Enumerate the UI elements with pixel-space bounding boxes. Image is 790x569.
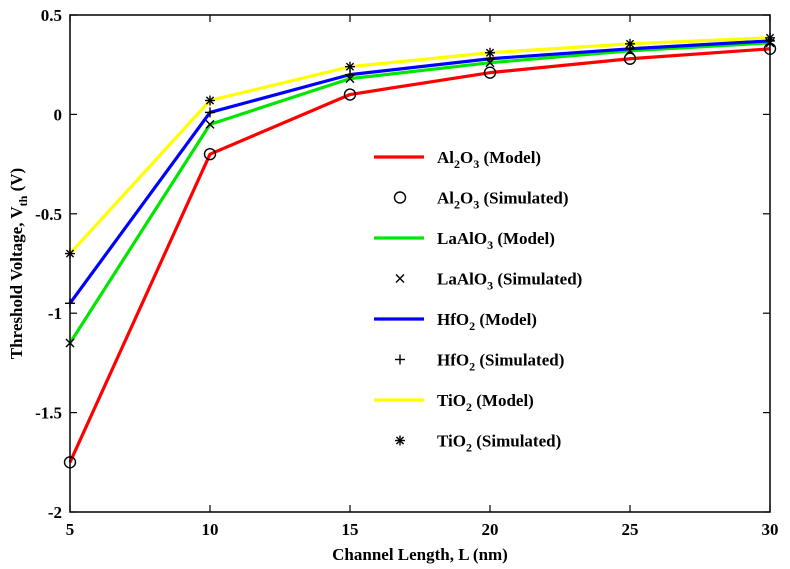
x-tick-label: 25 xyxy=(622,520,639,539)
legend-label-part: 2 xyxy=(466,441,472,455)
legend-label-part: (Simulated) xyxy=(475,351,564,370)
legend-label-5: HfO2 (Simulated) xyxy=(437,351,564,374)
series-lines xyxy=(68,36,771,463)
legend-label-part: 2 xyxy=(469,319,475,333)
series-line-4 xyxy=(68,39,771,305)
plot-frame xyxy=(69,14,771,513)
legend-label-part: TiO xyxy=(437,432,466,451)
data-point-star xyxy=(205,95,215,106)
legend-label-part: 2 xyxy=(466,400,472,414)
axis-ticks: 5 10 15 20 25 30 -2 -1.5 -1 -0.5 0 0.5 xyxy=(35,6,778,539)
legend-label-part: O xyxy=(460,148,473,167)
y-tick-label: -2 xyxy=(48,503,62,522)
legend-label-part: Al xyxy=(437,189,454,208)
legend-marker-3 xyxy=(395,274,405,283)
plot-area xyxy=(70,15,770,512)
legend-label-part: TiO xyxy=(437,391,466,410)
legend-label-part: (Simulated) xyxy=(493,270,582,289)
data-point-star xyxy=(485,47,495,58)
legend-label-1: Al2O3 (Simulated) xyxy=(437,189,568,212)
y-tick-label: 0 xyxy=(54,105,63,124)
data-point-star xyxy=(625,38,635,49)
data-point-x xyxy=(205,119,215,129)
legend-marker-7 xyxy=(395,435,405,446)
x-tick-label: 10 xyxy=(202,520,219,539)
legend-label-part: 3 xyxy=(473,157,479,171)
legend-label-part: (Simulated) xyxy=(479,189,568,208)
data-point-circle xyxy=(203,147,217,161)
legend-label-part: (Model) xyxy=(475,310,537,329)
data-point-star xyxy=(345,61,355,72)
y-axis-title: Threshold Voltage, Vth (V) xyxy=(7,168,30,359)
legend-marker-5 xyxy=(395,354,405,365)
y-tick-label: 0.5 xyxy=(41,6,62,25)
legend-label-part: 2 xyxy=(454,198,460,212)
legend-label-part: 3 xyxy=(487,238,493,252)
legend-label-part: (Model) xyxy=(479,148,541,167)
legend-label-part: (Simulated) xyxy=(472,432,561,451)
legend-label-6: TiO2 (Model) xyxy=(437,391,534,414)
legend-label-part: Al xyxy=(437,148,454,167)
legend-label-part: (Model) xyxy=(493,229,555,248)
legend-label-part: LaAlO xyxy=(437,229,487,248)
legend-label-part: 3 xyxy=(473,198,479,212)
legend-label-part: O xyxy=(460,189,473,208)
legend-label-part: 2 xyxy=(454,157,460,171)
series-line-2 xyxy=(68,41,771,344)
series-line-6 xyxy=(68,36,771,255)
legend-label-part: LaAlO xyxy=(437,270,487,289)
series-line-0 xyxy=(68,47,771,463)
x-tick-label: 15 xyxy=(342,520,359,539)
data-point-plus xyxy=(205,107,215,118)
data-point-circle xyxy=(343,88,357,101)
legend-label-4: HfO2 (Model) xyxy=(437,310,537,333)
legend-label-part: HfO xyxy=(437,351,469,370)
x-axis-title: Channel Length, L (nm) xyxy=(332,545,508,564)
legend-label-part: (Model) xyxy=(472,391,534,410)
legend-marker-1 xyxy=(393,191,407,204)
legend-label-2: LaAlO3 (Model) xyxy=(437,229,555,252)
y-tick-label: -1 xyxy=(48,304,62,323)
x-tick-label: 30 xyxy=(762,520,779,539)
legend-label-3: LaAlO3 (Simulated) xyxy=(437,270,582,293)
legend-label-0: Al2O3 (Model) xyxy=(437,148,541,171)
data-point-circle xyxy=(483,66,497,79)
legend-label-part: 2 xyxy=(469,360,475,374)
y-tick-label: -1.5 xyxy=(35,404,62,423)
y-tick-label: -0.5 xyxy=(35,205,62,224)
x-tick-label: 20 xyxy=(482,520,499,539)
legend-label-part: 3 xyxy=(487,279,493,293)
legend-label-7: TiO2 (Simulated) xyxy=(437,432,561,455)
legend: Al2O3 (Model)Al2O3 (Simulated)LaAlO3 (Mo… xyxy=(374,148,582,455)
x-tick-label: 5 xyxy=(66,520,75,539)
legend-label-part: HfO xyxy=(437,310,469,329)
